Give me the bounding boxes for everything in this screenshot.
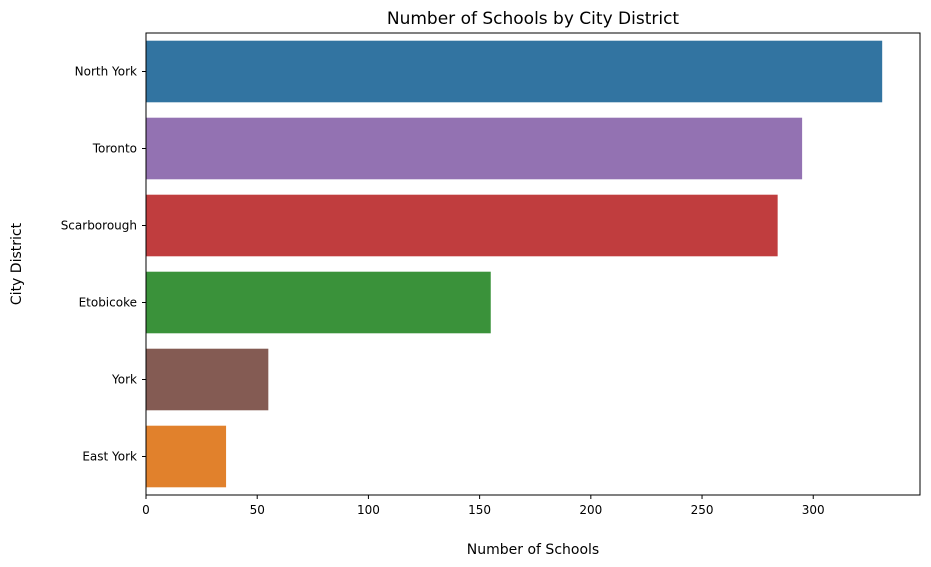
x-tick-label: 0 — [142, 503, 150, 517]
bar-toronto — [146, 117, 803, 180]
bar-north-york — [146, 40, 883, 103]
bars-group — [146, 40, 883, 488]
x-tick-label: 250 — [691, 503, 714, 517]
x-axis-ticks: 0 50 100 150 200 250 300 — [142, 495, 825, 517]
x-tick-label: 300 — [802, 503, 825, 517]
x-tick-label: 100 — [357, 503, 380, 517]
y-tick-label: Etobicoke — [79, 296, 137, 310]
y-tick-label: Scarborough — [61, 219, 137, 233]
y-tick-label: Toronto — [92, 142, 137, 156]
bar-etobicoke — [146, 271, 491, 334]
y-tick-label: East York — [82, 450, 137, 464]
y-tick-label: North York — [75, 65, 137, 79]
plot-frame — [145, 32, 921, 496]
chart-title: Number of Schools by City District — [387, 9, 680, 29]
x-tick-label: 50 — [250, 503, 265, 517]
y-axis-label: City District — [9, 222, 25, 305]
x-axis-label: Number of Schools — [467, 542, 599, 558]
y-axis-ticks: North York Toronto Scarborough Etobicoke Yor… — [61, 65, 146, 464]
bar-york — [146, 348, 269, 411]
bar-scarborough — [146, 194, 778, 257]
x-tick-label: 200 — [579, 503, 602, 517]
x-tick-label: 150 — [468, 503, 491, 517]
bar-east-york — [146, 425, 227, 488]
y-tick-label: York — [111, 373, 137, 387]
